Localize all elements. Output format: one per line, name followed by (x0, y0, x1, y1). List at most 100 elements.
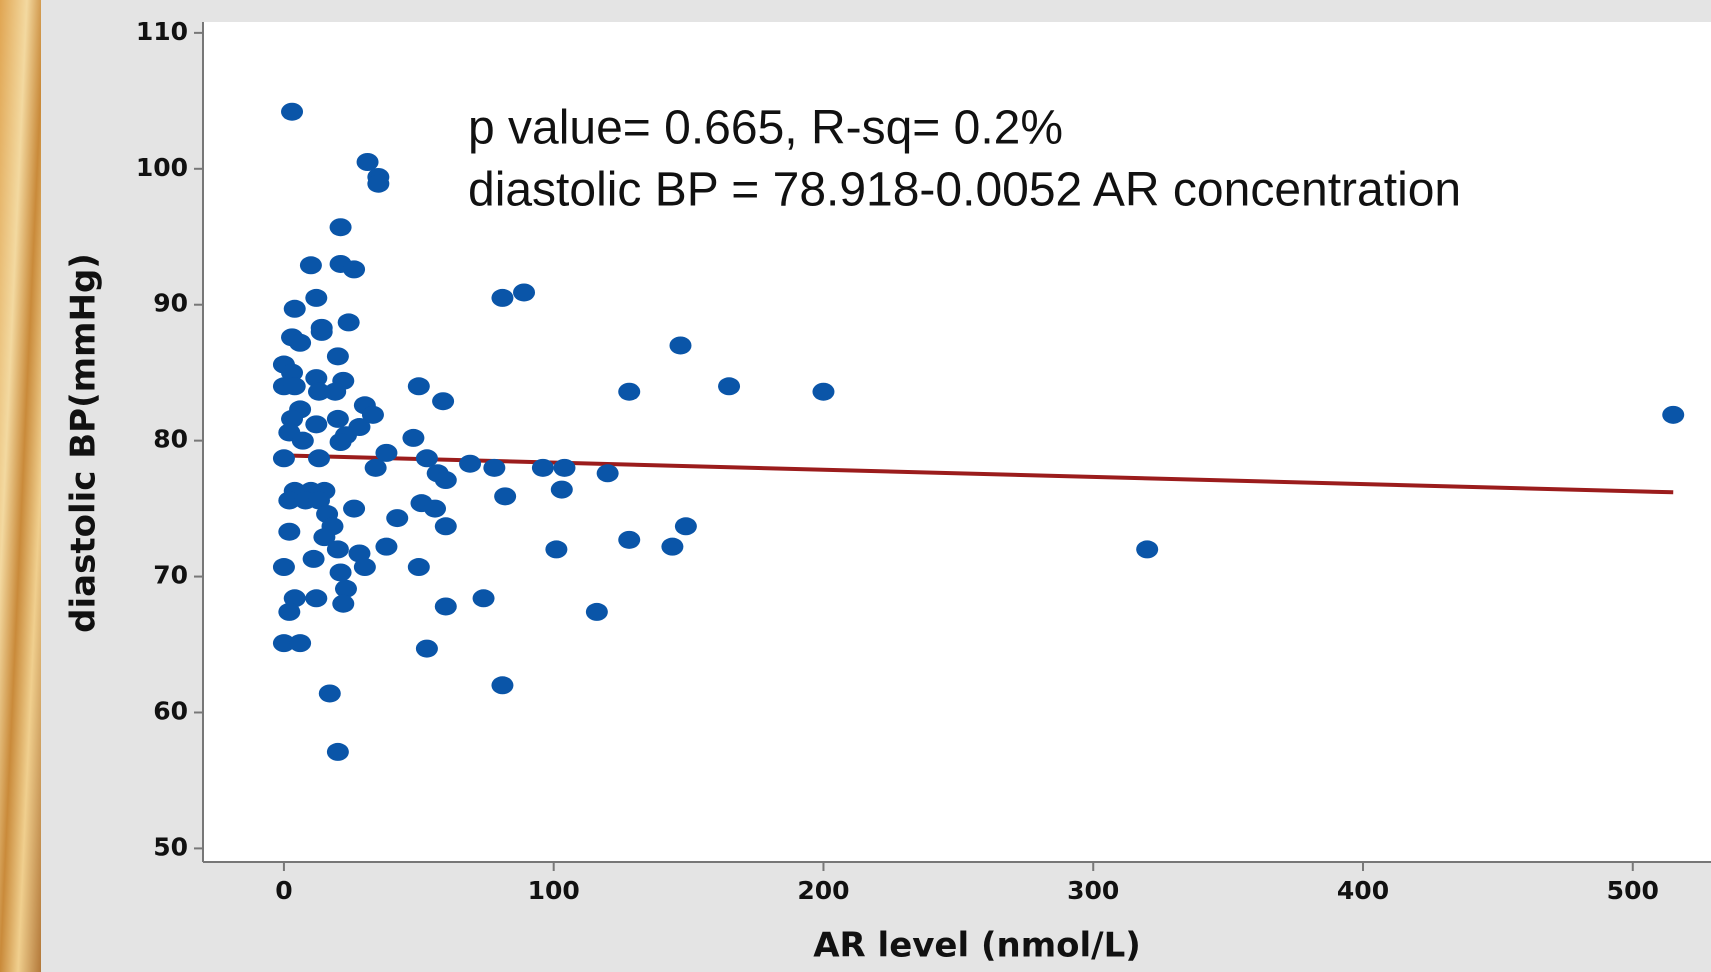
point (494, 487, 517, 506)
point (278, 491, 301, 510)
point (272, 558, 295, 577)
point (407, 558, 430, 577)
point (1662, 405, 1685, 424)
point (361, 405, 384, 424)
point (812, 382, 835, 401)
point (424, 499, 446, 518)
point (674, 517, 697, 536)
point (415, 449, 438, 468)
point (596, 464, 619, 483)
point (308, 491, 330, 510)
point (281, 363, 304, 382)
point (718, 377, 741, 396)
x-tick-label: 100 (528, 876, 580, 905)
point (329, 218, 352, 237)
point (326, 409, 349, 428)
x-tick-label: 200 (797, 876, 849, 905)
point (491, 676, 514, 695)
point (305, 589, 328, 608)
annotation: diastolic BP = 78.918-0.0052 AR concentr… (468, 164, 1461, 217)
point (353, 558, 376, 577)
y-tick-label: 80 (153, 425, 188, 454)
point (272, 449, 295, 468)
point (302, 549, 325, 568)
point (308, 449, 330, 468)
point (375, 443, 398, 462)
y-axis-label: diastolic BP(mmHg) (64, 253, 104, 633)
point (308, 382, 330, 401)
point (364, 458, 387, 477)
point (326, 347, 349, 366)
point (661, 537, 684, 556)
point (483, 458, 506, 477)
point (375, 537, 398, 556)
point (326, 540, 349, 559)
point (305, 415, 328, 434)
x-tick-label: 0 (275, 876, 292, 905)
annotation: p value= 0.665, R-sq= 0.2% (468, 102, 1063, 155)
x-axis-label: AR level (nmol/L) (813, 926, 1141, 966)
point (553, 458, 576, 477)
x-tick-label: 500 (1607, 876, 1659, 905)
point (618, 382, 641, 401)
point (356, 153, 379, 171)
point (334, 579, 357, 598)
point (281, 409, 304, 428)
point (278, 522, 301, 541)
y-tick-label: 70 (153, 561, 188, 590)
y-tick-label: 100 (136, 153, 188, 182)
point (669, 336, 692, 355)
y-tick-label: 60 (153, 696, 188, 725)
point (324, 382, 347, 401)
x-tick-label: 400 (1337, 876, 1389, 905)
point (318, 684, 341, 703)
point (434, 517, 457, 536)
point (407, 377, 430, 396)
point (332, 594, 355, 613)
point (281, 102, 304, 121)
point (310, 322, 333, 341)
point (283, 299, 306, 318)
point (272, 634, 295, 653)
point (299, 256, 322, 275)
point (367, 174, 390, 193)
point (278, 602, 301, 621)
y-tick-label: 110 (136, 17, 188, 46)
point (283, 377, 306, 396)
point (348, 544, 371, 563)
y-tick-label: 90 (153, 289, 188, 318)
plot-area (203, 22, 1711, 862)
point (618, 530, 641, 549)
point (283, 589, 306, 608)
point (434, 597, 457, 616)
point (337, 313, 360, 332)
point (415, 639, 438, 658)
background-texture (0, 0, 45, 972)
point (513, 283, 536, 302)
point (343, 499, 366, 518)
fit-line (291, 453, 1674, 495)
point (289, 333, 312, 352)
point (329, 563, 352, 582)
point (550, 480, 573, 499)
point (531, 458, 554, 477)
point (386, 509, 409, 528)
point (432, 392, 455, 411)
point (329, 433, 352, 451)
point (305, 288, 328, 307)
point (343, 260, 366, 279)
point (545, 540, 568, 559)
point (491, 288, 514, 307)
point (434, 471, 457, 490)
point (402, 428, 425, 447)
point (289, 634, 312, 653)
point (459, 454, 482, 473)
point (291, 431, 314, 450)
y-tick-label: 50 (153, 832, 188, 861)
x-tick-label: 300 (1067, 876, 1119, 905)
point (1136, 540, 1159, 559)
point (305, 369, 328, 388)
point (472, 589, 495, 608)
